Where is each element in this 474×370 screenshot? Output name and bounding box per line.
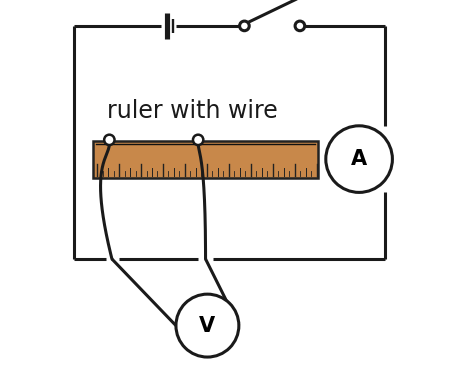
Circle shape bbox=[104, 135, 115, 145]
Circle shape bbox=[193, 135, 203, 145]
Circle shape bbox=[326, 126, 392, 192]
FancyBboxPatch shape bbox=[93, 141, 319, 178]
Circle shape bbox=[295, 21, 305, 31]
Text: ruler with wire: ruler with wire bbox=[107, 99, 278, 123]
Text: A: A bbox=[351, 149, 367, 169]
Circle shape bbox=[239, 21, 249, 31]
Text: V: V bbox=[200, 316, 216, 336]
Circle shape bbox=[176, 294, 239, 357]
